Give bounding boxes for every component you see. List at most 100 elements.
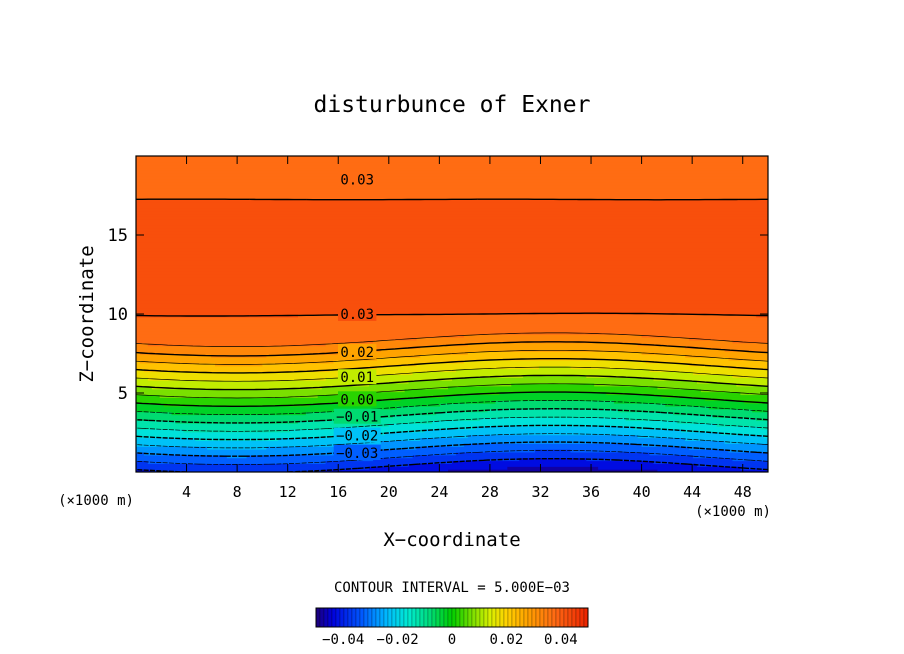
contour-band-cell xyxy=(436,411,674,416)
colorbar-cell xyxy=(575,607,581,628)
colorbar-labels: −0.04 −0.02 0 0.02 0.04 xyxy=(322,632,578,648)
contour-band-cell xyxy=(633,426,761,430)
colorbar-cell xyxy=(419,607,425,628)
x-tick-label: 28 xyxy=(481,483,499,501)
contour-band-cell xyxy=(685,345,768,350)
colorbar-cell xyxy=(455,607,461,628)
contour-band-cell xyxy=(136,434,342,439)
contour-band-cell xyxy=(653,377,768,381)
contour-band-cell xyxy=(136,385,153,390)
contour-band-cell xyxy=(136,331,768,335)
contour-band-cell xyxy=(373,457,520,462)
contour-band-cell xyxy=(136,374,374,378)
contour-band-cell xyxy=(408,380,698,384)
contour-band-cell xyxy=(507,466,599,470)
contour-band-cell xyxy=(724,348,768,352)
contour-band-cell xyxy=(147,460,327,464)
colorbar-cell xyxy=(447,607,453,628)
contour-band-cell xyxy=(467,342,639,347)
contour-band-cell xyxy=(136,213,768,217)
contour-interval-text: CONTOUR INTERVAL = 5.000E−03 xyxy=(334,580,570,596)
contour-band-cell xyxy=(424,428,682,433)
colorbar-cell xyxy=(555,607,561,628)
colorbar-cell xyxy=(435,607,441,628)
colorbar-cell xyxy=(475,607,481,628)
contour-band-cell xyxy=(136,184,768,189)
contour-band-cell xyxy=(570,449,730,453)
contour-band-cell xyxy=(151,385,323,390)
contour-band-cell xyxy=(136,460,149,464)
contour-band-cell xyxy=(262,362,418,367)
contour-band-cell xyxy=(455,368,651,373)
colorbar-cell xyxy=(443,607,449,628)
contour-band-cell xyxy=(136,302,768,306)
contour-band-cell xyxy=(325,377,453,381)
contour-band-cell xyxy=(136,380,410,384)
contour-band-cell xyxy=(728,365,768,370)
contour-band-cell xyxy=(136,428,184,433)
contour-band-cell xyxy=(136,167,768,171)
contour-band-cell xyxy=(136,345,421,350)
contour-label: 0.03 xyxy=(340,173,374,189)
contour-band-cell xyxy=(420,345,686,350)
contour-band-cell xyxy=(136,334,465,338)
contour-band-cell xyxy=(136,354,212,358)
contour-band-cell xyxy=(136,357,378,361)
contour-band-cell xyxy=(467,351,643,355)
contour-band-cell xyxy=(349,417,481,421)
contour-band-cell xyxy=(136,230,768,235)
contour-band-cell xyxy=(136,181,768,186)
contour-band-cell xyxy=(455,451,651,456)
contour-band-cell xyxy=(613,400,745,404)
contour-band-cell xyxy=(341,434,469,439)
contour-band-cell xyxy=(136,270,768,275)
contour-band-cell xyxy=(136,348,382,352)
contour-band-cell xyxy=(408,463,698,467)
x-tick-label: 32 xyxy=(531,483,549,501)
colorbar-tick-label: −0.04 xyxy=(322,632,364,648)
contour-band-cell xyxy=(136,446,208,450)
colorbar-cell xyxy=(543,607,549,628)
contour-band-cell xyxy=(136,449,378,453)
contour-band-cell xyxy=(136,426,346,430)
contour-band-cell xyxy=(136,293,768,298)
contour-band-cell xyxy=(392,414,714,419)
contour-band-cell xyxy=(136,158,768,163)
x-tick-label: 12 xyxy=(279,483,297,501)
colorbar-cell xyxy=(535,607,541,628)
contour-band-cell xyxy=(136,394,161,398)
contour-band-cell xyxy=(673,411,768,416)
contour-label-background xyxy=(338,343,377,359)
colorbar-cell xyxy=(491,607,497,628)
contour-band-cell xyxy=(136,437,196,441)
contour-band-cell xyxy=(570,365,730,370)
contour-band-cell xyxy=(416,336,690,341)
contour-band-cell xyxy=(325,342,469,347)
x-tick-label: 24 xyxy=(430,483,448,501)
contour-band-cell xyxy=(689,336,768,341)
contour-band-cell xyxy=(136,423,390,427)
contour-band-cell xyxy=(136,262,768,266)
colorbar-cell xyxy=(403,607,409,628)
contour-band-cell xyxy=(657,385,768,390)
contour-band-cell xyxy=(712,414,768,419)
x-axis-ticks: 4 8 12 16 20 24 28 32 36 40 44 48 xyxy=(182,156,752,501)
contour-band-cell xyxy=(704,397,768,401)
y-axis-label: Z−coordinate xyxy=(76,245,98,382)
colorbar-cell xyxy=(583,607,589,628)
contour-band-cell xyxy=(716,423,768,427)
contour-band-cell xyxy=(136,216,768,220)
contour-band-cell xyxy=(396,405,710,410)
contour-band-cell xyxy=(136,242,768,246)
contour-band-cell xyxy=(175,420,299,424)
contour-band-cell xyxy=(361,400,497,404)
contour-band-cell xyxy=(475,426,635,430)
contour-lines xyxy=(136,198,768,472)
contour-band-cell xyxy=(420,437,686,441)
colorbar-cell xyxy=(347,607,353,628)
contour-band-cell xyxy=(136,207,768,212)
contour-band-cell xyxy=(136,190,768,194)
colorbar-cell xyxy=(399,607,405,628)
colorbar-cell xyxy=(519,607,525,628)
contour-band-cell xyxy=(677,420,768,424)
